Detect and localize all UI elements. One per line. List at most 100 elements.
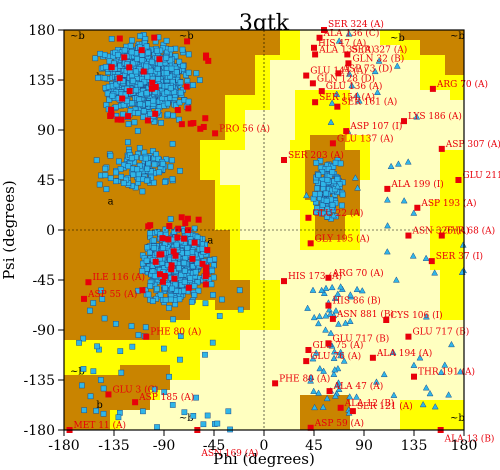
residue-point bbox=[112, 321, 119, 327]
residue-point bbox=[80, 366, 87, 372]
glycine-point bbox=[422, 254, 430, 261]
core-red-marker bbox=[175, 225, 182, 232]
outlier-marker bbox=[329, 140, 336, 147]
core-red-marker bbox=[116, 75, 123, 82]
outlier-marker bbox=[349, 408, 356, 415]
residue-point bbox=[100, 385, 107, 392]
glycine-point bbox=[375, 57, 383, 64]
region-letter: ~b bbox=[179, 413, 194, 424]
residue-point bbox=[80, 335, 87, 342]
glycine-point bbox=[409, 252, 417, 259]
residue-point bbox=[177, 79, 184, 86]
residue-point bbox=[144, 165, 151, 172]
outlier-label: GLU 3 (C) bbox=[112, 384, 158, 395]
residue-point bbox=[129, 37, 135, 44]
core-red-marker bbox=[165, 236, 172, 243]
core-region-bottom bbox=[64, 365, 170, 430]
outlier-marker bbox=[85, 279, 92, 286]
outlier-marker bbox=[334, 103, 341, 110]
x-tick-label: 135 bbox=[401, 438, 428, 454]
residue-point bbox=[314, 185, 320, 192]
glycine-point bbox=[322, 326, 329, 333]
residue-point bbox=[122, 91, 129, 98]
plot-area: ~bb~b~b~ba~a~bb~b~b SER 324 (A)ALA 136 (… bbox=[63, 19, 500, 459]
region-letter: ~b bbox=[450, 31, 465, 42]
residue-point bbox=[93, 407, 99, 414]
glycine-point bbox=[456, 368, 464, 375]
residue-point bbox=[139, 188, 146, 195]
core-red-marker bbox=[203, 264, 210, 271]
residue-point bbox=[214, 420, 221, 427]
core-red-marker bbox=[195, 216, 202, 223]
outlier-label: ASP 55 (A) bbox=[87, 289, 137, 300]
glycine-point bbox=[393, 62, 401, 69]
residue-point bbox=[120, 78, 126, 85]
residue-point bbox=[98, 377, 104, 383]
core-red-marker bbox=[149, 79, 156, 86]
outlier-label: PHE 80 (A) bbox=[150, 327, 201, 338]
residue-point bbox=[140, 408, 146, 415]
residue-point bbox=[94, 343, 100, 350]
core-red-marker bbox=[202, 281, 209, 288]
residue-point bbox=[185, 69, 192, 76]
residue-point bbox=[164, 111, 171, 118]
core-red-marker bbox=[156, 271, 163, 278]
glycine-point bbox=[353, 393, 360, 400]
outlier-marker bbox=[309, 80, 316, 87]
residue-point bbox=[76, 339, 82, 346]
glycine-point bbox=[354, 184, 361, 191]
region-letter: ~a bbox=[199, 235, 213, 246]
y-tick-label: 45 bbox=[37, 173, 55, 189]
outlier-marker bbox=[337, 404, 344, 411]
outlier-label: ALA 136 (C) bbox=[323, 28, 380, 39]
residue-point bbox=[128, 155, 135, 161]
residue-point bbox=[173, 69, 180, 76]
core-red-marker bbox=[178, 121, 185, 128]
glycine-point bbox=[328, 99, 336, 106]
residue-point bbox=[177, 356, 183, 363]
residue-point bbox=[101, 315, 108, 322]
glycine-point bbox=[346, 291, 354, 298]
core-red-marker bbox=[108, 111, 115, 118]
glycine-point bbox=[373, 378, 380, 385]
residue-point bbox=[125, 163, 132, 170]
glycine-point bbox=[335, 320, 342, 327]
glycine-point bbox=[328, 283, 336, 291]
residue-point bbox=[147, 230, 153, 237]
glycine-point bbox=[431, 269, 439, 276]
outlier-label: ASP 73 (D) bbox=[341, 63, 392, 74]
outlier-label: GLU 717 (B) bbox=[412, 327, 469, 338]
core-red-marker bbox=[152, 110, 159, 117]
residue-point bbox=[131, 119, 138, 126]
glycine-point bbox=[335, 385, 343, 392]
outlier-marker bbox=[335, 70, 342, 77]
glycine-point bbox=[340, 357, 348, 364]
outlier-marker bbox=[305, 214, 312, 221]
y-tick-label: 135 bbox=[28, 73, 55, 89]
core-red-marker bbox=[200, 123, 207, 130]
outlier-marker bbox=[383, 317, 390, 323]
residue-point bbox=[194, 279, 201, 286]
glycine-point bbox=[400, 197, 408, 204]
residue-point bbox=[166, 373, 172, 380]
outlier-label: ALA 12 (B) bbox=[344, 398, 395, 409]
residue-point bbox=[332, 186, 339, 193]
outlier-marker bbox=[105, 391, 112, 398]
glycine-point bbox=[371, 67, 379, 75]
residue-point bbox=[99, 296, 106, 302]
residue-point bbox=[162, 297, 169, 303]
core-red-marker bbox=[189, 255, 196, 262]
x-tick-label: 0 bbox=[260, 438, 269, 454]
core-red-marker bbox=[185, 284, 192, 291]
outlier-label: ASP 59 (A) bbox=[314, 418, 364, 429]
residue-point bbox=[192, 269, 199, 276]
residue-point bbox=[169, 402, 176, 408]
outlier-label: SER 121 (A) bbox=[357, 401, 413, 412]
outlier-label: SER 203 (A) bbox=[288, 150, 344, 161]
residue-point bbox=[167, 163, 174, 170]
residue-point bbox=[128, 323, 135, 329]
outlier-marker bbox=[81, 295, 87, 302]
residue-point bbox=[147, 110, 154, 117]
residue-point bbox=[208, 281, 215, 288]
glycine-point bbox=[389, 348, 397, 355]
